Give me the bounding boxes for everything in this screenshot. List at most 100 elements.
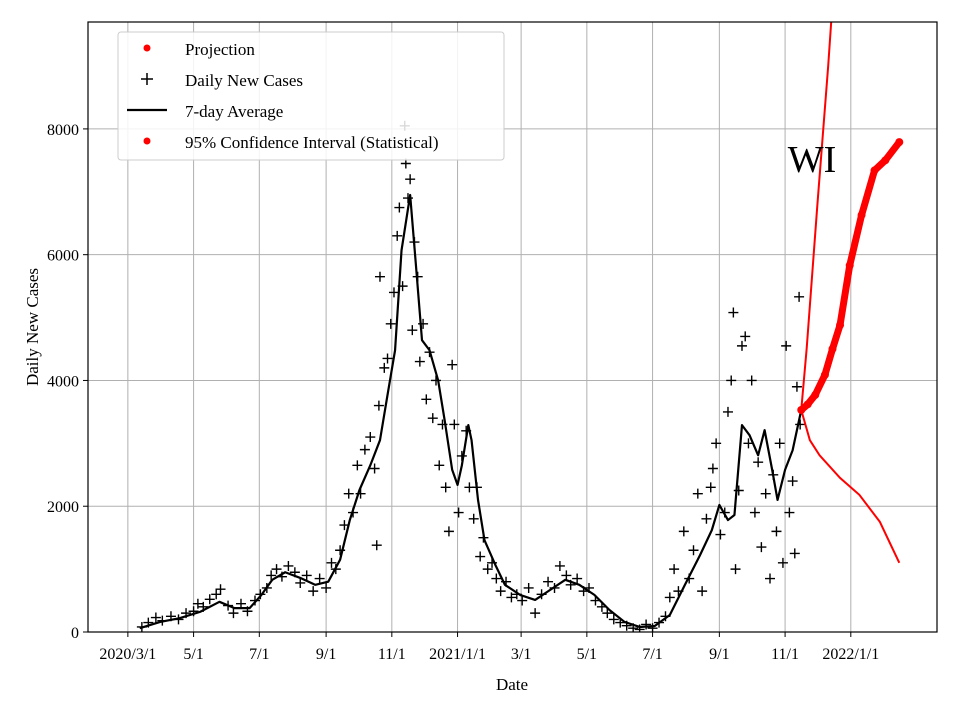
seven-day-average-line <box>139 193 803 630</box>
legend-label-daily: Daily New Cases <box>185 71 303 90</box>
daily-case-point <box>692 488 703 499</box>
legend-marker-projection <box>143 44 151 52</box>
daily-case-point <box>374 271 385 282</box>
daily-case-point <box>722 406 733 417</box>
legend-marker-daily <box>141 73 153 85</box>
daily-case-point <box>777 557 788 568</box>
daily-case-point <box>365 432 376 443</box>
projection-point <box>820 370 829 379</box>
daily-case-point <box>495 586 506 597</box>
x-tick-label: 3/1 <box>511 646 531 663</box>
daily-case-point <box>215 584 226 595</box>
x-axis-label: Date <box>496 675 528 694</box>
daily-case-point <box>394 202 405 213</box>
daily-case-point <box>543 576 554 587</box>
y-tick-label: 0 <box>71 625 79 642</box>
y-tick-label: 4000 <box>47 373 79 390</box>
daily-case-point <box>382 353 393 364</box>
daily-case-point <box>688 545 699 556</box>
daily-case-point <box>740 331 751 342</box>
daily-case-point <box>369 463 380 474</box>
projection-point <box>845 261 854 270</box>
projection-point <box>895 138 904 147</box>
x-tick-label: 2022/1/1 <box>822 646 879 663</box>
daily-case-point <box>343 488 354 499</box>
y-axis: 0 2000 4000 6000 8000 <box>47 122 88 642</box>
projection-point <box>836 321 845 330</box>
daily-case-point <box>743 438 754 449</box>
y-tick-label: 6000 <box>47 248 79 265</box>
daily-case-point <box>554 560 565 571</box>
daily-case-point <box>385 318 396 329</box>
projection-point <box>828 345 837 354</box>
state-annotation: WI <box>788 139 837 181</box>
daily-case-point <box>491 573 502 584</box>
daily-case-point <box>431 375 442 386</box>
daily-case-point <box>794 291 805 302</box>
daily-case-point <box>204 594 215 605</box>
daily-case-point <box>572 573 583 584</box>
daily-case-point <box>608 614 619 625</box>
x-tick-label: 7/1 <box>642 646 662 663</box>
daily-case-point <box>781 340 792 351</box>
daily-case-point <box>641 619 652 630</box>
daily-case-point <box>726 375 737 386</box>
daily-case-point <box>749 507 760 518</box>
daily-case-point <box>434 460 445 471</box>
plot-marks <box>136 22 904 632</box>
x-tick-label: 5/1 <box>183 646 203 663</box>
daily-case-point <box>314 573 325 584</box>
daily-case-point <box>271 564 282 575</box>
daily-case-point <box>405 174 416 185</box>
daily-case-point <box>787 476 798 487</box>
x-tick-label: 2020/3/1 <box>99 646 156 663</box>
daily-case-point <box>736 340 747 351</box>
daily-case-point <box>192 598 203 609</box>
daily-case-point <box>771 526 782 537</box>
daily-case-point <box>266 570 277 581</box>
y-tick-label: 2000 <box>47 499 79 516</box>
projection-point <box>803 400 812 409</box>
daily-case-point <box>449 419 460 430</box>
daily-case-point <box>678 526 689 537</box>
daily-case-point <box>701 513 712 524</box>
daily-case-point <box>371 540 382 551</box>
daily-case-point <box>730 564 741 575</box>
daily-case-point <box>728 307 739 318</box>
daily-case-point <box>664 592 675 603</box>
daily-case-point <box>715 529 726 540</box>
confidence-interval-upper-line <box>800 22 833 411</box>
x-axis: 2020/3/1 5/1 7/1 9/1 11/1 2021/1/1 3/1 5/1 7/1 9/… <box>99 632 879 663</box>
legend-label-confidence: 95% Confidence Interval (Statistical) <box>185 133 439 152</box>
x-tick-label: 9/1 <box>709 646 729 663</box>
daily-case-point <box>705 482 716 493</box>
daily-case-point <box>482 564 493 575</box>
daily-case-point <box>774 438 785 449</box>
daily-case-point <box>669 564 680 575</box>
daily-case-point <box>711 438 722 449</box>
daily-case-point <box>746 375 757 386</box>
x-tick-label: 9/1 <box>316 646 336 663</box>
y-tick-label: 8000 <box>47 122 79 139</box>
daily-case-point <box>765 573 776 584</box>
daily-case-point <box>301 570 312 581</box>
projection-point <box>870 166 879 175</box>
daily-case-point <box>392 230 403 241</box>
projection-point <box>811 390 820 399</box>
daily-case-point <box>506 592 517 603</box>
plot-frame <box>87 21 938 633</box>
legend-box <box>117 31 505 161</box>
daily-case-point <box>602 608 613 619</box>
daily-case-point <box>475 551 486 562</box>
daily-case-point <box>414 356 425 367</box>
daily-case-point <box>443 526 454 537</box>
daily-case-point <box>440 482 451 493</box>
legend-label-average: 7-day Average <box>185 102 283 121</box>
x-tick-label: 2021/1/1 <box>429 646 486 663</box>
daily-case-point <box>352 460 363 471</box>
daily-case-point <box>326 557 337 568</box>
daily-case-point <box>707 463 718 474</box>
projection-point <box>881 156 890 165</box>
daily-case-point <box>359 444 370 455</box>
